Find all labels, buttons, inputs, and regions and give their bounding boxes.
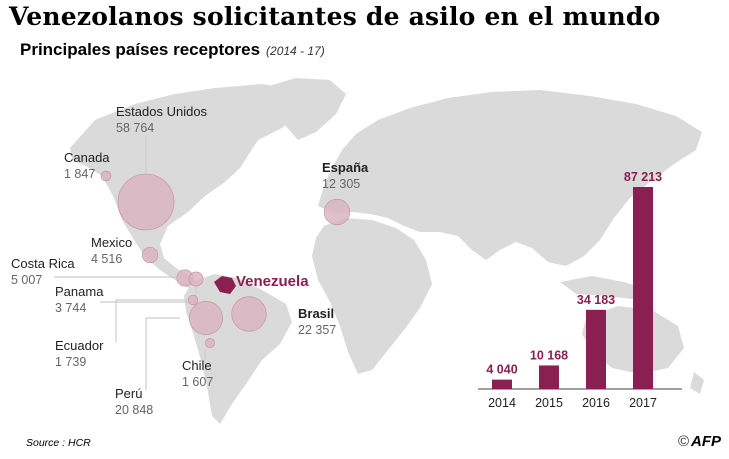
- bar-category-label-2015: 2015: [535, 396, 563, 410]
- afp-logo: AFP: [691, 433, 721, 450]
- bubble-espana: [323, 198, 351, 226]
- bar-category-label-2017: 2017: [629, 396, 657, 410]
- page-title: Venezolanos solicitantes de asilo en el …: [9, 2, 661, 31]
- copyright-symbol: ©: [677, 433, 689, 450]
- bars: 4 040 2014 10 168 2015 34 183 2016 87 213 2017: [486, 170, 662, 410]
- bubble-value-chile: 1 607: [182, 375, 213, 389]
- bubble-value-espana: 12 305: [322, 177, 360, 191]
- bar-value-label-2016: 34 183: [577, 293, 615, 307]
- bubble-name-ecuador: Ecuador: [55, 338, 104, 353]
- bubble-name-panama: Panama: [55, 284, 104, 299]
- source-note: Source : HCR: [26, 437, 91, 449]
- bubble-brasil: [231, 296, 267, 332]
- bubble-name-estados-unidos: Estados Unidos: [116, 104, 208, 119]
- credit: © AFP: [678, 433, 721, 450]
- bubble-value-mexico: 4 516: [91, 252, 122, 266]
- land-south-america: [184, 274, 292, 424]
- bubble-name-mexico: Mexico: [91, 235, 132, 250]
- leader-line-ecuador: [115, 299, 188, 342]
- land-north-america: [70, 84, 302, 290]
- land-new-zealand: [690, 372, 704, 394]
- bubble-labels: Estados Unidos 58 764 Canada 1 847 España 12 …: [11, 104, 369, 417]
- venezuela-shape: [214, 276, 236, 294]
- bubble-name-chile: Chile: [182, 358, 212, 373]
- bubble-name-brasil: Brasil: [298, 306, 334, 321]
- bubble-name-costa-rica: Costa Rica: [11, 256, 75, 271]
- bubbles: [100, 170, 351, 348]
- bar-chart: 4 040 2014 10 168 2015 34 183 2016 87 213 2017: [478, 170, 682, 410]
- bar-value-label-2015: 10 168: [530, 348, 568, 362]
- bubble-ecuador: [187, 294, 199, 306]
- bar-category-label-2016: 2016: [582, 396, 610, 410]
- bar-2015: [539, 365, 559, 389]
- bubble-name-peru: Perú: [115, 386, 142, 401]
- bubble-value-estados-unidos: 58 764: [116, 121, 154, 135]
- page-subtitle: Principales países receptores (2014 - 17): [20, 40, 325, 60]
- bubble-value-brasil: 22 357: [298, 323, 336, 337]
- bubble-estados-unidos: [117, 173, 175, 231]
- land-indonesia: [560, 276, 650, 300]
- subtitle-text: Principales países receptores: [20, 40, 261, 59]
- bar-2014: [492, 379, 512, 389]
- period-label: (2014 - 17): [266, 44, 325, 58]
- land-africa: [312, 218, 432, 374]
- bubble-name-canada: Canada: [64, 150, 110, 165]
- bar-2016: [586, 309, 606, 389]
- bubble-panama: [188, 271, 204, 287]
- world-map: [70, 78, 704, 424]
- bubble-chile: [205, 338, 215, 348]
- bar-value-label-2017: 87 213: [624, 170, 662, 184]
- bubble-value-panama: 3 744: [55, 301, 86, 315]
- origin-label: Venezuela: [236, 273, 309, 290]
- bubble-name-espana: España: [322, 160, 369, 175]
- land-greenland: [262, 78, 346, 140]
- bubble-value-ecuador: 1 739: [55, 355, 86, 369]
- bubble-value-canada: 1 847: [64, 167, 95, 181]
- bubble-value-peru: 20 848: [115, 403, 153, 417]
- leader-lines: [54, 136, 206, 390]
- bar-2017: [633, 187, 653, 389]
- bar-category-label-2014: 2014: [488, 396, 516, 410]
- bar-value-label-2014: 4 040: [486, 363, 517, 377]
- land-eurasia: [318, 90, 702, 266]
- bubble-mexico: [141, 246, 159, 264]
- bubble-peru: [189, 301, 223, 335]
- bubble-value-costa-rica: 5 007: [11, 273, 42, 287]
- leader-line-peru: [145, 317, 180, 390]
- bubble-canada: [100, 170, 112, 182]
